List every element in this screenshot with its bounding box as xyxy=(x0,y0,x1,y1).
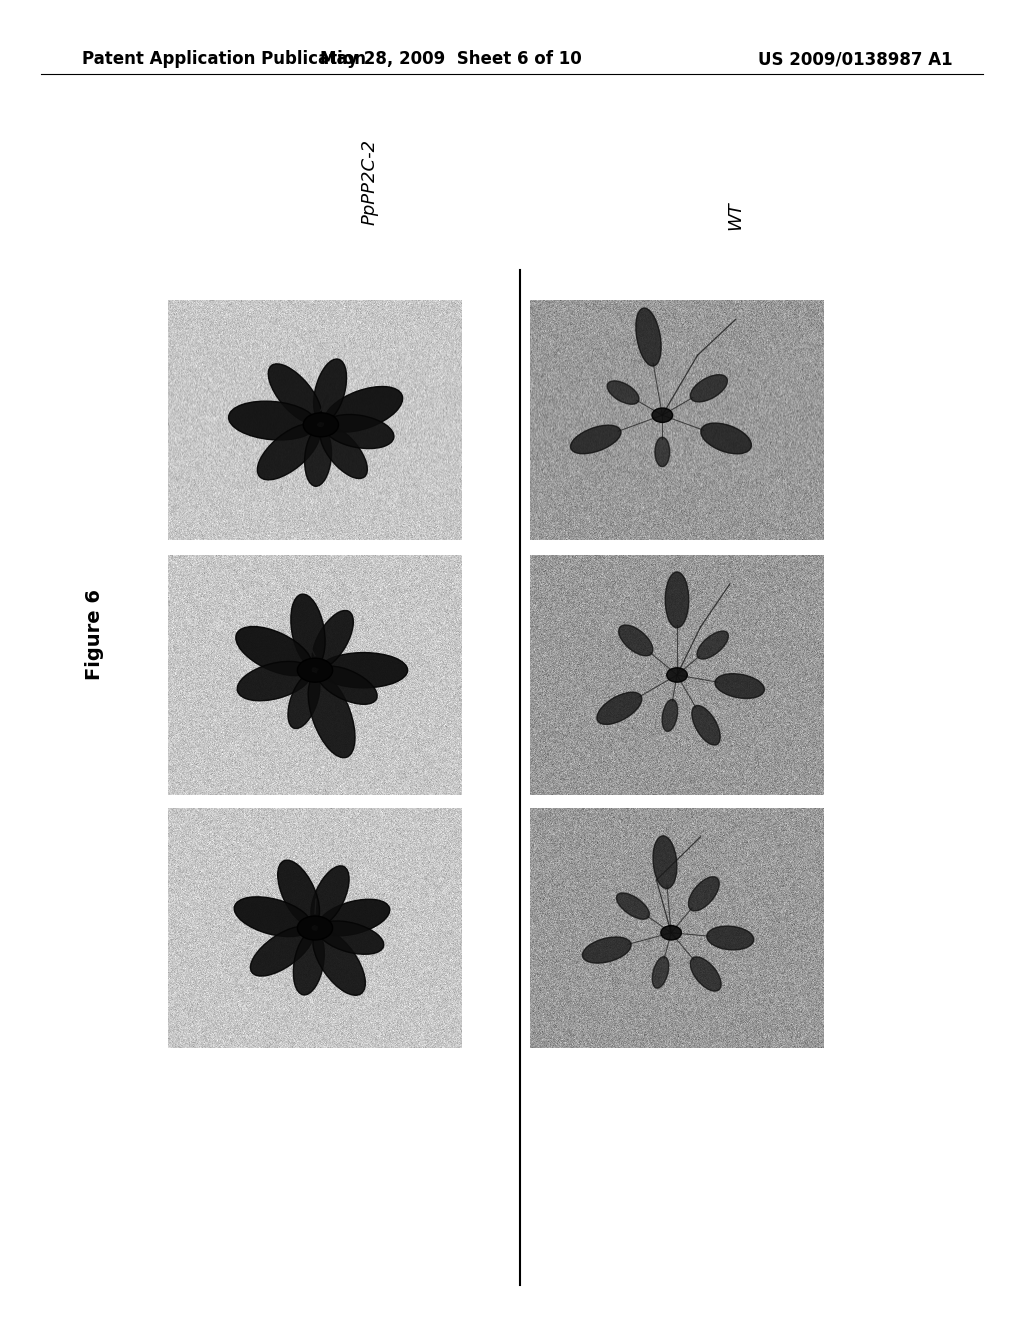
Ellipse shape xyxy=(304,428,332,486)
Ellipse shape xyxy=(655,437,670,467)
Ellipse shape xyxy=(667,668,687,682)
Text: Figure 6: Figure 6 xyxy=(85,590,104,681)
Ellipse shape xyxy=(697,631,728,659)
Text: PpPP2C-2: PpPP2C-2 xyxy=(361,139,379,224)
Ellipse shape xyxy=(288,673,319,729)
Ellipse shape xyxy=(663,700,678,731)
Ellipse shape xyxy=(234,896,311,937)
Ellipse shape xyxy=(707,927,754,950)
Ellipse shape xyxy=(313,359,346,422)
Ellipse shape xyxy=(257,424,321,480)
Ellipse shape xyxy=(688,876,719,911)
Ellipse shape xyxy=(278,861,319,925)
Ellipse shape xyxy=(303,413,339,437)
Ellipse shape xyxy=(700,422,752,454)
Ellipse shape xyxy=(653,836,677,888)
Ellipse shape xyxy=(570,425,621,454)
Ellipse shape xyxy=(321,425,368,479)
Text: May 28, 2009  Sheet 6 of 10: May 28, 2009 Sheet 6 of 10 xyxy=(319,50,582,69)
Ellipse shape xyxy=(318,899,390,936)
Ellipse shape xyxy=(291,594,326,667)
Ellipse shape xyxy=(652,408,673,422)
Text: Patent Application Publication: Patent Application Publication xyxy=(82,50,366,69)
Ellipse shape xyxy=(312,610,353,668)
Ellipse shape xyxy=(583,937,631,964)
Ellipse shape xyxy=(660,925,681,940)
Ellipse shape xyxy=(297,916,333,940)
Ellipse shape xyxy=(636,308,662,366)
Ellipse shape xyxy=(652,957,669,989)
Ellipse shape xyxy=(597,692,642,725)
Ellipse shape xyxy=(715,673,764,698)
Ellipse shape xyxy=(236,627,312,676)
Ellipse shape xyxy=(308,673,355,758)
Ellipse shape xyxy=(318,921,384,954)
Ellipse shape xyxy=(319,652,408,688)
Ellipse shape xyxy=(228,401,316,440)
Ellipse shape xyxy=(666,572,689,628)
Text: WT: WT xyxy=(726,201,744,230)
Ellipse shape xyxy=(607,381,639,404)
Ellipse shape xyxy=(616,892,649,919)
Ellipse shape xyxy=(325,387,402,432)
Ellipse shape xyxy=(238,661,311,701)
Ellipse shape xyxy=(692,705,720,744)
Ellipse shape xyxy=(251,927,313,975)
Text: US 2009/0138987 A1: US 2009/0138987 A1 xyxy=(758,50,952,69)
Ellipse shape xyxy=(297,659,333,682)
Ellipse shape xyxy=(313,929,366,995)
Ellipse shape xyxy=(618,624,653,656)
Ellipse shape xyxy=(690,375,727,401)
Ellipse shape xyxy=(311,866,349,925)
Ellipse shape xyxy=(317,667,377,705)
Ellipse shape xyxy=(293,931,325,995)
Ellipse shape xyxy=(325,414,394,449)
Ellipse shape xyxy=(690,957,721,991)
Ellipse shape xyxy=(268,364,322,424)
